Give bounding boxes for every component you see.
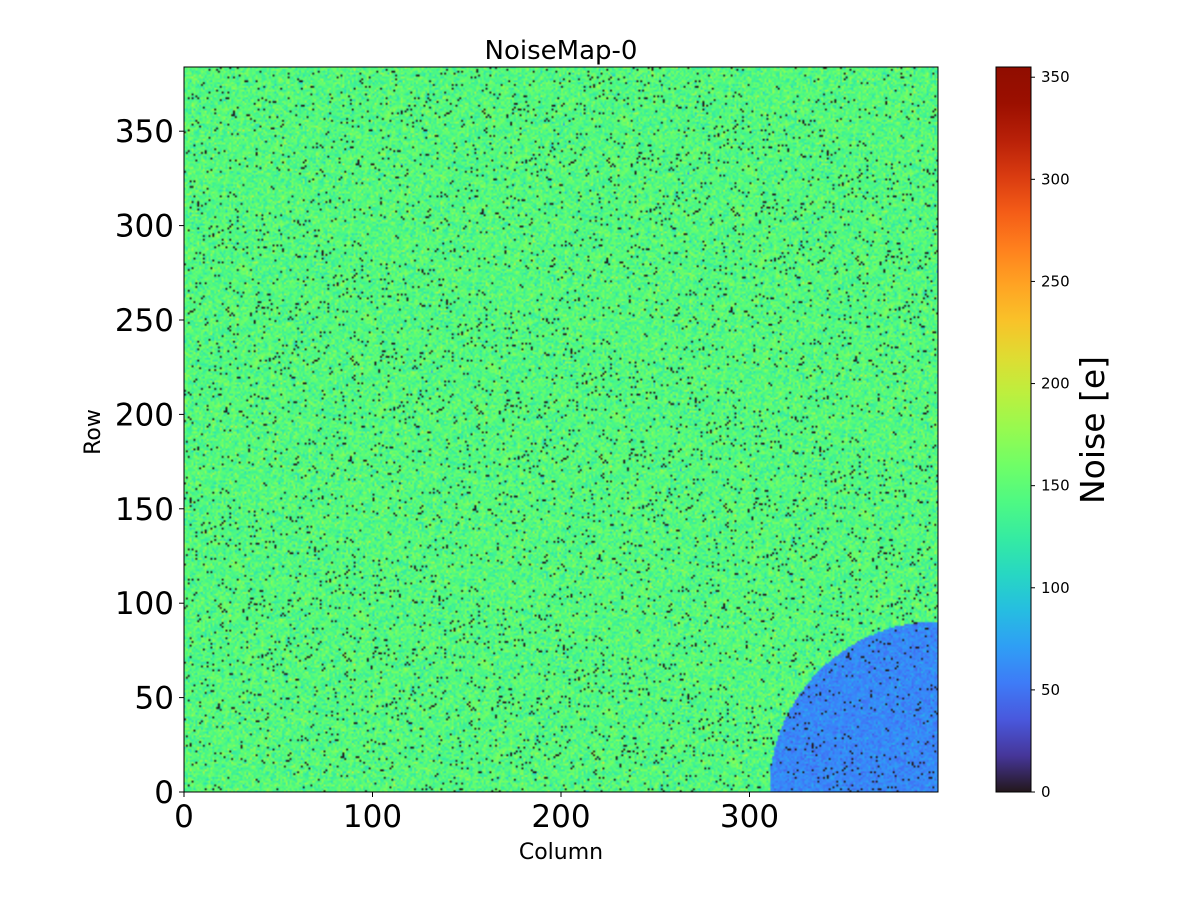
colorbar: 0 50 100 150 200 250 300 350: [995, 66, 1070, 801]
x-tick-label: 0: [174, 799, 194, 835]
heatmap-plot-area: [183, 66, 939, 793]
y-tick-label: 350: [115, 114, 174, 150]
heatmap-image: [184, 67, 938, 792]
colorbar-ticks: 0 50 100 150 200 250 300 350: [1031, 68, 1070, 801]
y-tick-label: 50: [135, 681, 174, 717]
y-tick-label: 200: [115, 397, 174, 433]
x-axis: 0 100 200 300: [174, 792, 779, 835]
colorbar-tick-label: 150: [1041, 477, 1070, 495]
y-tick-label: 100: [115, 586, 174, 622]
x-tick-label: 200: [531, 799, 590, 835]
x-tick-label: 100: [343, 799, 402, 835]
y-tick-label: 0: [154, 775, 174, 811]
y-tick-label: 250: [115, 303, 174, 339]
colorbar-tick-label: 250: [1041, 272, 1070, 290]
colorbar-label: Noise [e]: [1073, 356, 1112, 504]
y-tick-label: 300: [115, 209, 174, 245]
colorbar-tick-label: 300: [1041, 170, 1070, 188]
colorbar-tick-label: 350: [1041, 68, 1070, 86]
x-axis-label: Column: [519, 840, 603, 865]
colorbar-tick-label: 200: [1041, 375, 1070, 393]
colorbar-gradient: [996, 67, 1031, 792]
chart-title: NoiseMap-0: [485, 36, 638, 66]
colorbar-frame: [995, 66, 1032, 793]
y-tick-label: 150: [115, 492, 174, 528]
colorbar-tick-label: 100: [1041, 579, 1070, 597]
colorbar-tick-label: 0: [1041, 783, 1051, 801]
colorbar-tick-label: 50: [1041, 681, 1060, 699]
y-axis: 0 50 100 150 200 250 300 350: [115, 114, 184, 811]
y-axis-label: Row: [81, 409, 106, 455]
x-tick-label: 300: [720, 799, 779, 835]
